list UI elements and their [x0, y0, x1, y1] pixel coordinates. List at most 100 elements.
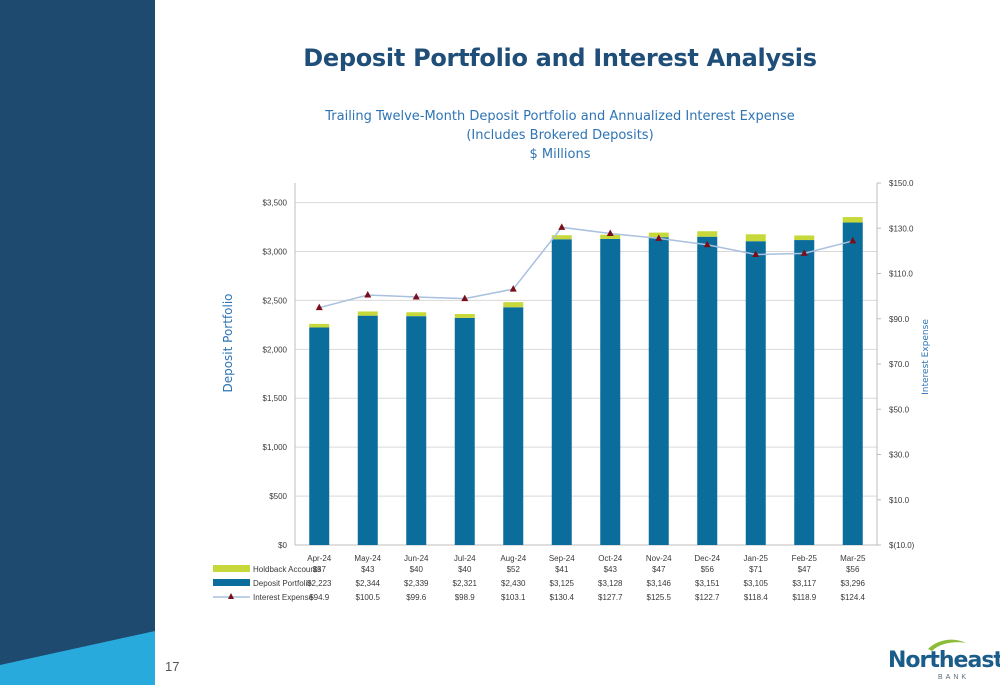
table-cell: $3,125	[550, 579, 575, 588]
y-right-axis-title: Interest Expense	[921, 319, 931, 395]
holdback-bar	[503, 302, 524, 308]
deposit-bar	[357, 315, 378, 545]
table-cell: $98.9	[455, 593, 476, 602]
table-cell: $103.1	[501, 593, 526, 602]
interest-expense-line	[319, 226, 853, 309]
table-cell: $2,339	[404, 579, 429, 588]
y-left-tick-label: $3,000	[263, 247, 288, 256]
holdback-bar	[406, 312, 427, 317]
logo-subtitle: BANK	[938, 674, 970, 681]
holdback-bar	[309, 323, 330, 328]
interest-expense-marker	[509, 285, 517, 292]
table-cell: $3,128	[598, 579, 623, 588]
chart-title-line-2: (Includes Brokered Deposits)	[466, 128, 654, 143]
x-tick-label: Feb-25	[792, 554, 818, 563]
y-left-tick-label: $2,000	[263, 345, 288, 354]
interest-expense-marker	[800, 249, 808, 256]
deposit-bar	[745, 241, 766, 546]
table-cell: $56	[701, 565, 715, 574]
x-tick-label: Sep-24	[549, 554, 575, 563]
x-tick-label: Jul-24	[454, 554, 476, 563]
x-tick-label: Oct-24	[598, 554, 623, 563]
deposit-bar	[697, 236, 718, 546]
interest-expense-marker	[558, 223, 566, 230]
deposit-bar	[406, 316, 427, 545]
y-right-tick-label: $130.0	[889, 224, 914, 233]
table-cell: $99.6	[406, 593, 427, 602]
table-cell: $43	[361, 565, 375, 574]
holdback-bar	[842, 217, 863, 223]
y-right-tick-label: $50.0	[889, 405, 910, 414]
deposit-bar	[600, 238, 621, 545]
x-tick-label: Jun-24	[404, 554, 429, 563]
y-right-tick-label: $(10.0)	[889, 541, 915, 550]
chart-title-line-3: $ Millions	[529, 147, 591, 162]
y-left-tick-label: $2,500	[263, 296, 288, 305]
y-right-tick-label: $70.0	[889, 360, 910, 369]
table-cell: $43	[604, 565, 618, 574]
table-cell: $47	[652, 565, 666, 574]
y-right-tick-label: $110.0	[889, 270, 913, 279]
x-tick-label: Dec-24	[694, 554, 720, 563]
deposit-bar	[648, 237, 669, 546]
logo-swoosh-icon	[928, 639, 966, 651]
y-right-tick-label: $90.0	[889, 315, 910, 324]
x-tick-label: Jan-25	[744, 554, 769, 563]
logo-wordmark: Northeast	[888, 648, 1000, 673]
table-cell: $2,321	[453, 579, 478, 588]
chart-title-line-1: Trailing Twelve-Month Deposit Portfolio …	[325, 109, 795, 124]
y-left-tick-label: $500	[269, 492, 287, 501]
x-tick-label: Aug-24	[500, 554, 526, 563]
page-number: 17	[165, 659, 180, 674]
legend-marker-interest-expense	[228, 593, 234, 599]
table-cell: $3,151	[695, 579, 720, 588]
y-left-tick-label: $3,500	[263, 199, 288, 208]
deposit-bar	[794, 240, 815, 545]
interest-expense-marker	[315, 303, 323, 311]
legend-label: Interest Expense	[253, 593, 314, 602]
table-cell: $71	[749, 565, 763, 574]
table-cell: $125.5	[647, 593, 672, 602]
table-cell: $124.4	[841, 593, 866, 602]
deposit-bar	[454, 317, 475, 545]
northeast-bank-logo: Northeast BANK	[880, 637, 1000, 685]
table-cell: $37	[313, 565, 327, 574]
table-cell: $2,430	[501, 579, 526, 588]
table-cell: $40	[410, 565, 424, 574]
legend-label: Deposit Portfolio	[253, 579, 312, 588]
y-left-tick-label: $1,500	[263, 394, 288, 403]
y-right-tick-label: $10.0	[889, 496, 910, 505]
x-tick-label: Apr-24	[307, 554, 332, 563]
holdback-bar	[357, 311, 378, 316]
y-left-tick-label: $1,000	[263, 443, 288, 452]
holdback-bar	[600, 234, 621, 239]
y-right-tick-label: $150.0	[889, 179, 914, 188]
interest-expense-marker	[655, 234, 663, 241]
table-cell: $2,344	[356, 579, 381, 588]
deposit-bar	[309, 327, 330, 545]
page-title: Deposit Portfolio and Interest Analysis	[303, 44, 817, 72]
deposit-bar	[842, 222, 863, 545]
table-cell: $3,296	[841, 579, 866, 588]
holdback-bar	[697, 231, 718, 237]
table-cell: $118.9	[792, 593, 816, 602]
interest-expense-marker	[461, 294, 469, 302]
table-cell: $41	[555, 565, 569, 574]
table-cell: $47	[798, 565, 812, 574]
interest-expense-marker	[412, 293, 420, 300]
legend-swatch-holdback	[213, 565, 250, 572]
y-right-tick-label: $30.0	[889, 451, 910, 460]
table-cell: $94.9	[309, 593, 330, 602]
x-tick-label: May-24	[354, 554, 381, 563]
table-cell: $56	[846, 565, 860, 574]
table-cell: $130.4	[550, 593, 575, 602]
deposit-bar	[503, 307, 524, 545]
x-tick-label: Nov-24	[646, 554, 672, 563]
table-cell: $100.5	[356, 593, 381, 602]
table-cell: $127.7	[598, 593, 623, 602]
table-cell: $3,146	[647, 579, 672, 588]
holdback-bar	[551, 235, 572, 240]
interest-expense-marker	[849, 236, 857, 244]
x-tick-label: Mar-25	[840, 554, 866, 563]
y-left-axis-title: Deposit Portfolio	[221, 293, 235, 392]
